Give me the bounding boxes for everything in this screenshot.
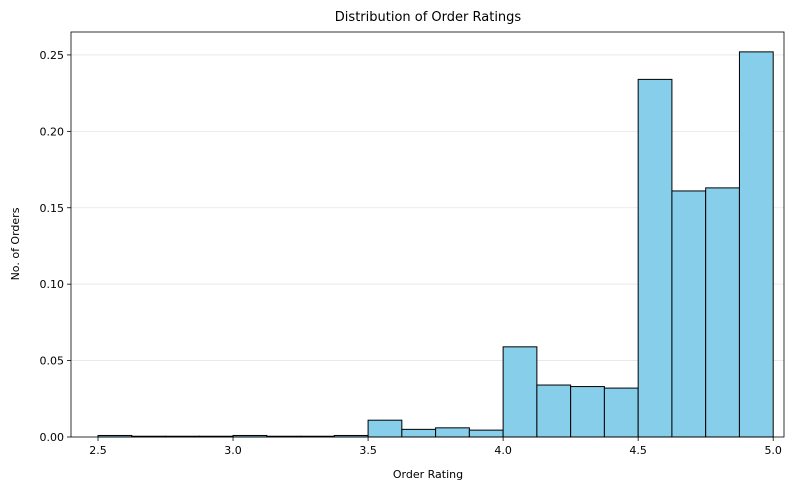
y-tick-label: 0.05 [40,355,65,368]
histogram-bar [502,346,538,438]
x-tick-label: 3.5 [359,444,377,457]
histogram-bar [468,429,504,438]
y-tick-label: 0.25 [40,49,65,62]
histogram-bar [738,51,774,438]
histogram-bar [570,386,605,438]
x-tick-label: 4.0 [494,444,512,457]
histogram-bar [671,190,707,438]
y-tick-label: 0.15 [40,202,65,215]
x-axis-label: Order Rating [393,468,463,481]
axes: 2.5 3.0 3.5 4.0 4.5 5.0 0.00 0.05 0.10 0.15 0.20 0.… [40,31,785,457]
histogram-bar [637,78,673,438]
plot-frame [70,31,785,438]
bars [97,51,774,438]
histogram-bar [705,187,740,438]
x-tick-label: 4.5 [629,444,647,457]
histogram-bar [603,387,639,438]
histogram-bar [536,384,572,438]
y-tick-label: 0.00 [40,431,65,444]
y-tick-label: 0.20 [40,125,65,138]
y-axis-label: No. of Orders [9,207,22,280]
histogram-bar [435,427,470,438]
x-tick-label: 5.0 [764,444,782,457]
x-tick-label: 2.5 [89,444,107,457]
histogram-bar [401,428,437,438]
x-tick-label: 3.0 [224,444,242,457]
chart-title: Distribution of Order Ratings [335,10,522,25]
histogram-bar [367,419,403,438]
y-tick-label: 0.10 [40,278,65,291]
